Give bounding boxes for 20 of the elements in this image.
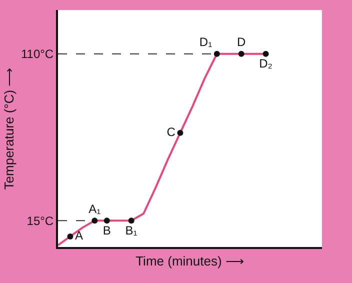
point [177, 130, 184, 136]
point [67, 233, 74, 240]
data-label: D₁ [199, 35, 212, 50]
point [128, 218, 134, 224]
y-tick-label: 110°C [20, 47, 54, 62]
data-label: B [102, 223, 111, 238]
data-label: D₂ [259, 56, 273, 71]
data-label: C [166, 124, 176, 139]
point [262, 50, 269, 57]
data-label: B₁ [125, 223, 138, 238]
data-label: D [236, 35, 246, 50]
data-label: A [74, 228, 83, 242]
y-axis-title: Temperature (°C) ⟶ [1, 67, 16, 190]
point [92, 218, 98, 224]
point [238, 50, 244, 57]
point [214, 50, 220, 57]
point [104, 218, 110, 224]
y-tick-label: 15°C [26, 214, 54, 228]
x-axis-title: Time (minutes) ⟶ [136, 254, 244, 268]
data-label: A₁ [88, 202, 101, 216]
